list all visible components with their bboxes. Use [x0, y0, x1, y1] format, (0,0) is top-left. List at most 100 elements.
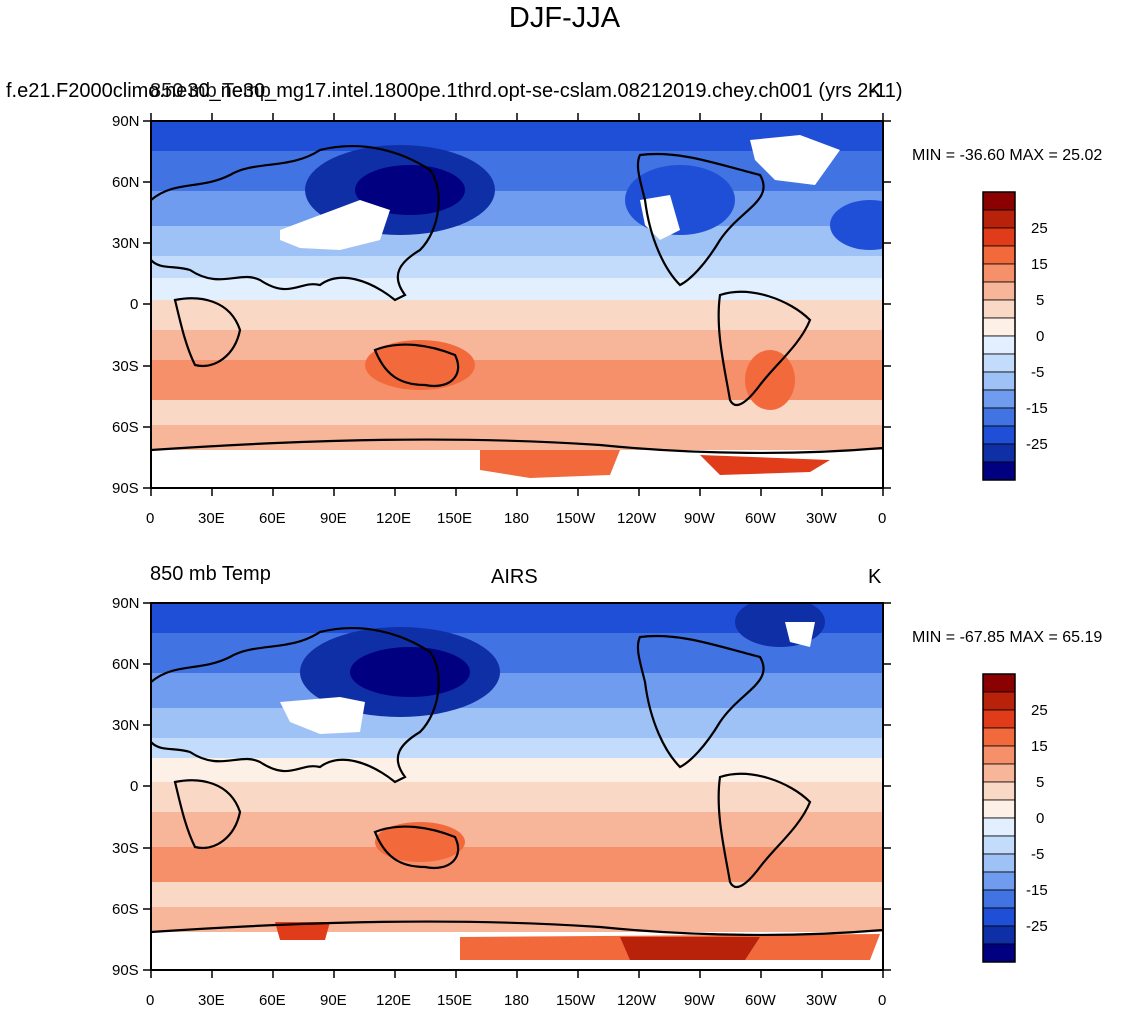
colorbar-label: 25: [1031, 702, 1048, 719]
colorbar-segment: [982, 745, 1016, 765]
panel2-variable-label: 850 mb Temp: [150, 563, 271, 585]
lat-label: 60N: [112, 174, 140, 191]
panel2-min-max: MIN = -67.85 MAX = 65.19: [912, 629, 1103, 646]
lon-label: 60W: [745, 510, 776, 527]
colorbar-segment: [982, 317, 1016, 337]
colorbar-segment: [982, 335, 1016, 355]
colorbar-segment: [982, 925, 1016, 945]
colorbar-label: 0: [1036, 328, 1045, 345]
lat-label: 60S: [112, 901, 139, 918]
colorbar-segment: [982, 853, 1016, 873]
colorbar-segment: [982, 209, 1016, 229]
lon-label: 60E: [259, 510, 286, 527]
lat-label: 0: [130, 296, 139, 313]
panel2-coastlines: [151, 626, 883, 937]
colorbar-frame: [982, 191, 1016, 481]
colorbar-label: -25: [1026, 436, 1048, 453]
colorbar-segment: [982, 817, 1016, 837]
lon-label: 120E: [376, 510, 412, 527]
lon-label: 90W: [684, 992, 715, 1009]
lat-label: 30N: [112, 717, 140, 734]
lon-label: 120W: [617, 992, 657, 1009]
lon-label: 150W: [556, 510, 596, 527]
lon-label: 120E: [376, 992, 412, 1009]
colorbar-segment: [982, 799, 1016, 819]
colorbar-label: -15: [1026, 400, 1048, 417]
colorbar-segment: [982, 371, 1016, 391]
panel1-variable-label: 850 mb Temp: [150, 80, 271, 102]
colorbar-label: -5: [1031, 846, 1045, 863]
panel1-temperature-field: [151, 121, 883, 488]
colorbar-label: 0: [1036, 810, 1045, 827]
panel2-units-label: K: [868, 566, 882, 588]
colorbar-segment: [982, 425, 1016, 445]
colorbar-segment: [982, 299, 1016, 319]
lat-label: 60S: [112, 419, 139, 436]
lat-label: 30S: [112, 358, 139, 375]
lon-label: 90E: [320, 992, 347, 1009]
lon-label: 60E: [259, 992, 286, 1009]
lon-label: 90W: [684, 510, 715, 527]
lon-label: 180: [504, 992, 530, 1009]
colorbar-segment: [982, 227, 1016, 247]
colorbar-segment: [982, 889, 1016, 909]
colorbar-label: -25: [1026, 918, 1048, 935]
colorbar-segment: [982, 461, 1016, 481]
colorbar-segment: [982, 281, 1016, 301]
panel1-units-label: K: [868, 80, 882, 102]
lat-label: 30S: [112, 840, 139, 857]
lon-label: 30W: [806, 510, 837, 527]
lon-label: 150W: [556, 992, 596, 1009]
colorbar-segment: [982, 943, 1016, 963]
colorbar-label: 5: [1036, 774, 1045, 791]
panel1-left-label: f.e21.F2000climo.ne30_ne30_mg17.intel.18…: [6, 80, 903, 102]
panel1-ticks: [143, 113, 891, 496]
colorbar-segment: [982, 835, 1016, 855]
panel1-colorbar: [982, 191, 1016, 481]
colorbar-segment: [982, 245, 1016, 265]
colorbar-segment: [982, 709, 1016, 729]
lat-label: 90S: [112, 962, 139, 979]
lat-label: 60N: [112, 656, 140, 673]
lon-label: 0: [878, 510, 887, 527]
colorbar-label: 25: [1031, 220, 1048, 237]
colorbar-label: 15: [1031, 738, 1048, 755]
panel2-temperature-field: [151, 603, 883, 970]
colorbar-segment: [982, 727, 1016, 747]
colorbar-label: 15: [1031, 256, 1048, 273]
colorbar-segment: [982, 191, 1016, 211]
lon-label: 60W: [745, 992, 776, 1009]
colorbar-label: 5: [1036, 292, 1045, 309]
lon-label: 0: [146, 992, 155, 1009]
colorbar-segment: [982, 673, 1016, 693]
colorbar-segment: [982, 407, 1016, 427]
lat-label: 90N: [112, 595, 140, 612]
panel1-min-max: MIN = -36.60 MAX = 25.02: [912, 147, 1103, 164]
lon-label: 0: [146, 510, 155, 527]
lat-label: 0: [130, 778, 139, 795]
panel1-coastlines: [151, 144, 883, 455]
lon-label: 30W: [806, 992, 837, 1009]
lat-label: 30N: [112, 235, 140, 252]
colorbar-segment: [982, 263, 1016, 283]
colorbar-segment: [982, 443, 1016, 463]
lon-label: 30E: [198, 992, 225, 1009]
lon-label: 30E: [198, 510, 225, 527]
lon-label: 120W: [617, 510, 657, 527]
colorbar-segment: [982, 871, 1016, 891]
lon-label: 180: [504, 510, 530, 527]
panel2-ticks: [143, 602, 891, 978]
panel2-map: [143, 602, 891, 978]
colorbar-segment: [982, 763, 1016, 783]
lon-label: 150E: [437, 992, 473, 1009]
colorbar-segment: [982, 389, 1016, 409]
colorbar-label: -5: [1031, 364, 1045, 381]
lat-label: 90S: [112, 480, 139, 497]
colorbar-segment: [982, 907, 1016, 927]
lat-label: 90N: [112, 113, 140, 130]
panel2-colorbar: [982, 673, 1016, 963]
colorbar-segment: [982, 781, 1016, 801]
panel1-map: [143, 113, 891, 496]
colorbar-frame: [982, 673, 1016, 963]
figure-title: DJF-JJA: [508, 2, 621, 34]
